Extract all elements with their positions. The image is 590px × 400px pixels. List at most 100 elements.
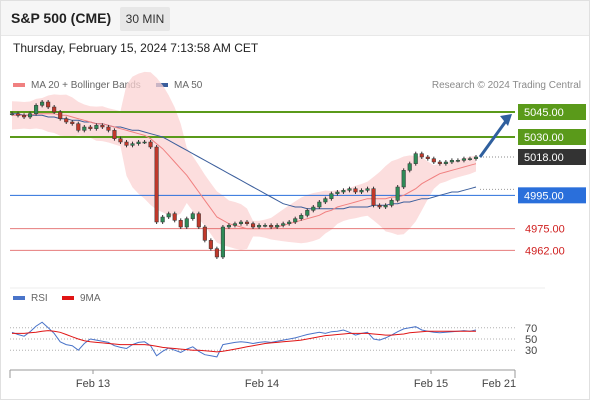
candle [58,110,63,121]
rsi-ma-swatch [62,296,74,301]
candle-body [238,221,244,224]
price-level-4995-00: 4995.00 [10,187,586,204]
candle-body [341,190,346,193]
candle-body [58,111,63,119]
candle-body [130,143,135,146]
candle-body [142,141,147,144]
candle-body [269,225,274,228]
rsi-swatch [13,296,25,301]
symbol-title: S&P 500 (CME) [11,10,112,26]
candle-body [202,226,207,241]
candle [281,221,286,228]
candle [190,211,195,221]
forecast-arrow-head [500,114,512,126]
candle [347,186,352,193]
candle-body [281,223,286,226]
candle-body [443,161,448,164]
candle [335,190,340,196]
resistance-label: 5045.00 [524,107,564,119]
candle [371,186,376,208]
candle-body [160,216,165,223]
candle-body [232,223,237,226]
candle-body [449,160,454,163]
candle-body [34,105,39,114]
candle [389,198,394,208]
candle-body [184,218,189,228]
timeframe-tab[interactable]: 30 MIN [120,7,170,31]
candle-body [305,210,310,216]
candle [365,186,370,193]
candle-body [136,141,141,144]
support-label: 4975.00 [525,224,565,236]
ma50-label: MA 50 [174,80,203,91]
candle [407,161,412,173]
candle-body [112,130,117,139]
candle [425,155,430,161]
candle [166,211,171,219]
candle [431,156,436,164]
candle [22,113,27,119]
candle-body [311,206,316,211]
candle [142,140,147,144]
candle [461,156,466,163]
candle-body [208,240,213,249]
candle-body [220,226,225,258]
candle-body [437,161,442,164]
chart-header: S&P 500 (CME) 30 MIN [0,0,590,36]
rsi-line [11,321,477,358]
legend-ma20: MA 20 + Bollinger Bands [13,80,141,91]
candle [15,111,21,118]
analysis-datetime: Thursday, February 15, 2024 7:13:58 AM C… [13,41,259,55]
candle-body [190,213,195,219]
candle-body [383,205,388,208]
candle-body [347,188,352,191]
candle [94,123,99,131]
x-label-feb-21: Feb 21 [482,378,516,390]
candle-body [40,101,45,106]
candle-body [154,146,159,223]
candle-body [263,225,268,227]
resistance-label-box [518,129,586,145]
candle [178,218,183,229]
candle [359,188,364,194]
candle [64,116,69,124]
candle-body [118,138,123,143]
candle [46,100,51,109]
candle-body [9,113,15,115]
candle [130,141,135,148]
candle [269,223,274,229]
candle [82,125,87,133]
candle [238,220,244,226]
candle-body [82,126,87,131]
rsi-tick-30: 30 [525,345,537,357]
candle-body [15,113,21,116]
candle [299,213,304,221]
candle-body [389,200,394,206]
candle-body [461,158,466,161]
candle [293,216,298,224]
candle [202,225,207,243]
candle-body [257,225,262,228]
candle [341,188,346,194]
candle [88,125,93,131]
candle [317,200,322,209]
candle-body [287,221,292,224]
candle-body [335,191,340,194]
candle [124,140,129,148]
candle-body [293,218,298,223]
rsi-tick-70: 70 [525,323,537,335]
legend-rsi: RSI [13,293,48,304]
candle-body [196,213,201,228]
x-label-feb-14: Feb 14 [245,378,279,390]
candle [305,208,310,218]
candle-body [251,223,256,228]
rsi-ma-line [12,330,476,353]
candle-body [413,153,418,164]
candle [275,223,280,229]
candle [52,105,57,114]
candle [118,136,123,144]
candle [449,158,454,164]
legend-rsi-ma: 9MA [62,293,101,304]
candle [437,160,442,166]
candle-body [467,158,473,160]
